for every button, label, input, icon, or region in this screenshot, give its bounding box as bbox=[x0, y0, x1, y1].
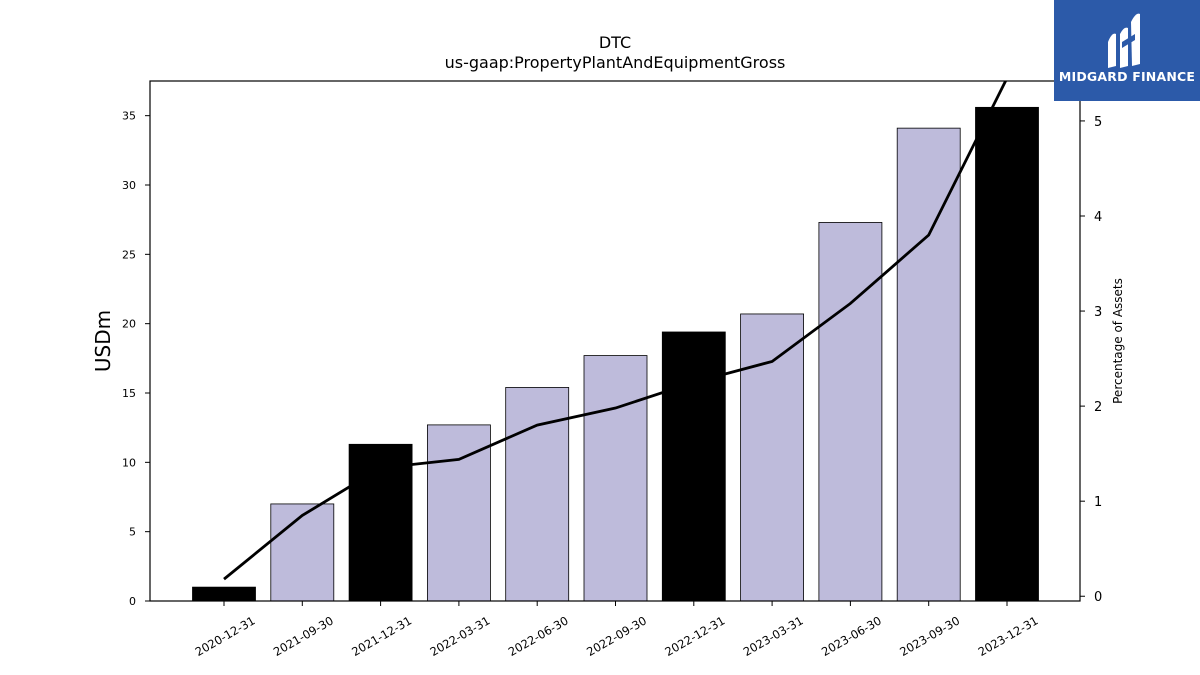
x-tick-label: 2022-03-31 bbox=[428, 613, 493, 659]
y2-tick-label: 2 bbox=[1094, 400, 1102, 415]
y-tick-label: 30 bbox=[122, 179, 136, 192]
x-tick-label: 2020-12-31 bbox=[193, 613, 258, 659]
bars-group bbox=[192, 106, 1039, 602]
y-tick-label: 15 bbox=[122, 387, 136, 400]
chart-subtitle: us-gaap:PropertyPlantAndEquipmentGross bbox=[445, 53, 786, 72]
x-tick-label: 2022-12-31 bbox=[662, 613, 727, 659]
x-tick-label: 2023-12-31 bbox=[976, 613, 1041, 659]
x-tick-label: 2023-09-30 bbox=[897, 613, 962, 659]
bar-2022-06-30 bbox=[505, 387, 570, 602]
line-group bbox=[223, 81, 1008, 581]
x-tick-label: 2021-12-31 bbox=[349, 613, 414, 659]
bar-2023-12-31 bbox=[975, 106, 1039, 602]
bar-2023-09-30 bbox=[896, 127, 961, 602]
bar-2022-03-31 bbox=[426, 424, 491, 602]
y-tick-label: 20 bbox=[122, 318, 136, 331]
bar-2023-06-30 bbox=[818, 222, 883, 602]
y2-tick-label: 3 bbox=[1094, 305, 1102, 320]
y-tick-label: 10 bbox=[122, 456, 136, 469]
y2-axis-label: Percentage of Assets bbox=[1111, 278, 1125, 404]
logo-mark-icon bbox=[1108, 13, 1140, 69]
percentage-of-assets-line bbox=[223, 81, 1008, 581]
x-tick-label: 2023-06-30 bbox=[819, 613, 884, 659]
x-axis: 2020-12-31 2021-09-30 2021-12-31 2022-03-31… bbox=[193, 601, 1041, 659]
logo-text: MIDGARD FINANCE bbox=[1058, 69, 1196, 84]
bar-2022-12-31 bbox=[661, 331, 726, 602]
bar-2022-09-30 bbox=[583, 355, 648, 602]
bar-2021-09-30 bbox=[270, 503, 335, 602]
bar-2023-03-31 bbox=[740, 313, 804, 602]
y-tick-label: 25 bbox=[122, 248, 136, 261]
y-axis-left: 0 5 10 15 20 25 30 35 bbox=[122, 110, 150, 608]
chart-title: DTC bbox=[599, 33, 631, 52]
y-tick-label: 0 bbox=[129, 595, 136, 608]
x-tick-label: 2021-09-30 bbox=[271, 613, 336, 659]
y-tick-label: 35 bbox=[122, 110, 136, 123]
x-tick-label: 2023-03-31 bbox=[741, 613, 806, 659]
bar-2020-12-31 bbox=[192, 586, 256, 602]
y2-tick-label: 1 bbox=[1094, 495, 1102, 510]
brand-logo: MIDGARD FINANCE bbox=[1054, 0, 1200, 101]
y-axis-right: 0 1 2 3 4 5 bbox=[1080, 115, 1102, 605]
y-axis-label: USDm bbox=[91, 310, 115, 372]
y-tick-label: 5 bbox=[129, 526, 136, 539]
y2-tick-label: 0 bbox=[1094, 590, 1102, 605]
x-tick-label: 2022-09-30 bbox=[584, 613, 649, 659]
y2-tick-label: 5 bbox=[1094, 115, 1102, 130]
y2-tick-label: 4 bbox=[1094, 210, 1102, 225]
bar-2021-12-31 bbox=[348, 443, 413, 602]
x-tick-label: 2022-06-30 bbox=[506, 613, 571, 659]
